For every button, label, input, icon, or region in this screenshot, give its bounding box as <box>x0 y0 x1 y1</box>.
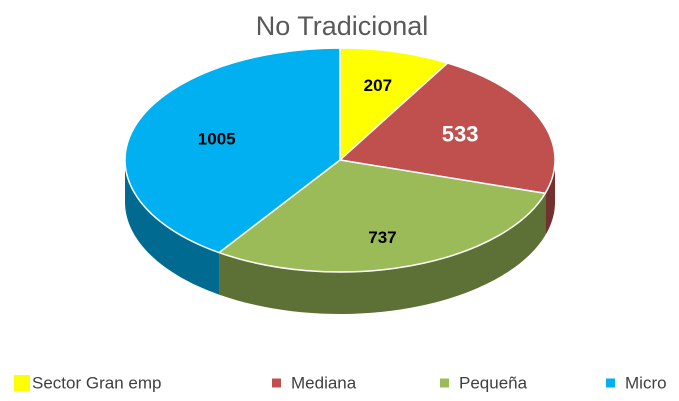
legend-swatch <box>606 378 615 388</box>
slice-side <box>125 160 220 295</box>
legend-swatch <box>272 378 281 388</box>
legend-label: Micro <box>625 373 667 392</box>
legend-label: Pequeña <box>459 373 528 392</box>
legend-label: Sector Gran emp <box>32 373 161 392</box>
data-label: 737 <box>368 228 396 247</box>
chart-title: No Tradicional <box>256 11 429 41</box>
slice <box>338 62 556 195</box>
legend-swatch <box>440 378 449 388</box>
data-label: 207 <box>364 76 392 95</box>
legend-swatch <box>14 375 30 391</box>
slice <box>217 159 547 273</box>
slice-side <box>219 193 546 314</box>
slice <box>124 47 341 254</box>
legend-label: Mediana <box>291 373 357 392</box>
slice <box>339 47 450 162</box>
data-label: 533 <box>442 121 479 146</box>
data-label: 1005 <box>198 130 236 149</box>
